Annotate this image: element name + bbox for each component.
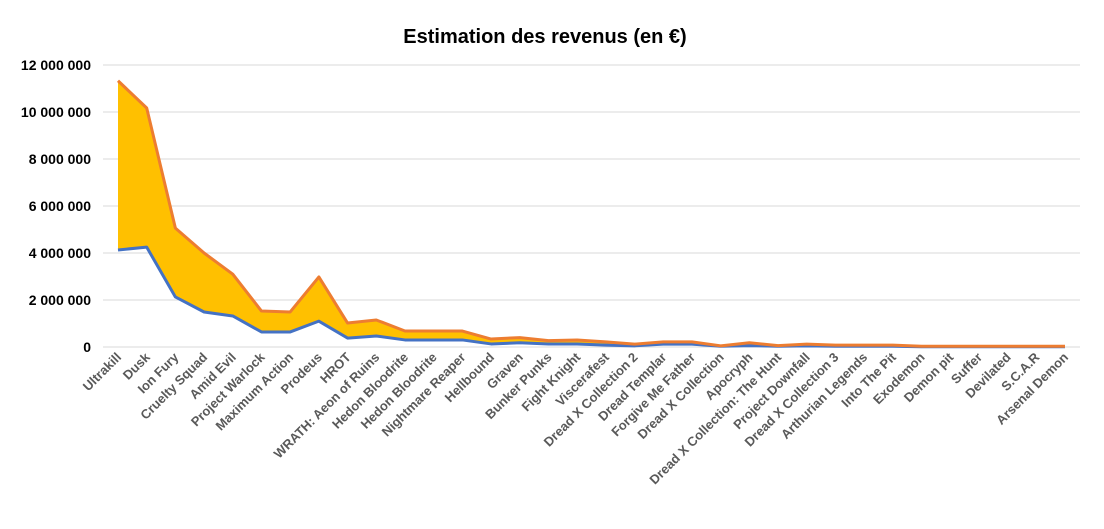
chart-marks xyxy=(116,79,1066,349)
series-line-high xyxy=(116,79,1065,348)
y-tick-label: 8 000 000 xyxy=(29,151,91,167)
y-axis: 0 2 000 000 4 000 000 6 000 000 8 000 000 10 … xyxy=(21,57,91,355)
y-tick-label: 6 000 000 xyxy=(29,198,91,214)
x-tick-label: Ultrakill xyxy=(80,350,124,394)
series-line-low xyxy=(117,245,1065,349)
y-tick-label: 0 xyxy=(83,339,91,355)
y-tick-label: 4 000 000 xyxy=(29,245,91,261)
chart-title: Estimation des revenus (en €) xyxy=(403,26,686,48)
y-tick-label: 2 000 000 xyxy=(29,292,91,308)
y-tick-label: 10 000 000 xyxy=(21,104,91,120)
y-tick-label: 12 000 000 xyxy=(21,57,91,73)
gridlines xyxy=(103,64,1080,348)
